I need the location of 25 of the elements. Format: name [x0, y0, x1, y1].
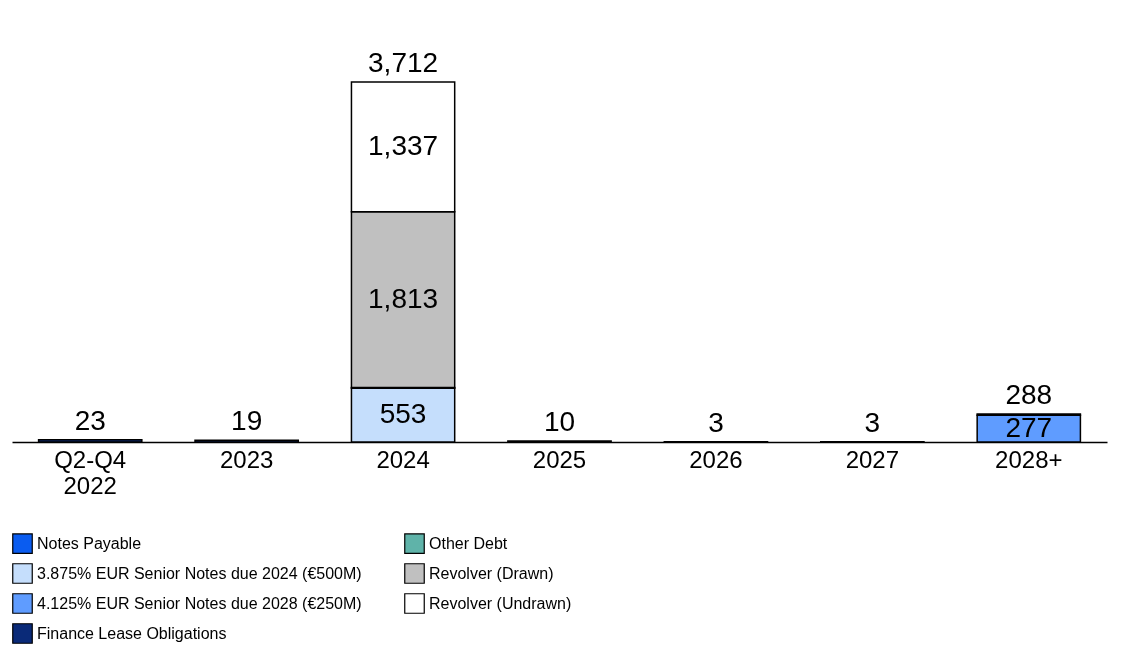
x-tick-label: Q2-Q4 2022 [54, 445, 127, 499]
legend-label: Finance Lease Obligations [37, 624, 227, 642]
total-label: 288 [1005, 379, 1053, 411]
total-label: 19 [231, 405, 263, 437]
x-tick-label: 2023 [219, 445, 274, 473]
x-tick-label: 2024 [376, 445, 430, 473]
total-label: 23 [74, 404, 106, 436]
data-label: 1,337 [368, 129, 439, 161]
legend-label: Revolver (Drawn) [429, 564, 554, 582]
data-label: 553 [379, 398, 427, 430]
total-label: 10 [543, 406, 576, 438]
x-tick-label: 2025 [532, 445, 587, 473]
legend-label: Other Debt [429, 534, 508, 552]
x-tick-label: 2026 [689, 445, 743, 473]
data-label: 1,813 [368, 282, 439, 314]
x-tick-label: 2027 [845, 445, 900, 473]
total-label: 3 [708, 406, 724, 438]
data-label: 277 [1005, 411, 1053, 443]
legend-label: 3.875% EUR Senior Notes due 2024 (€500M) [37, 564, 362, 582]
total-label: 3 [864, 406, 881, 438]
legend-label: Notes Payable [37, 534, 142, 552]
x-tick-label: 2028+ [995, 445, 1063, 473]
legend-label: Revolver (Undrawn) [429, 594, 572, 612]
legend-label: 4.125% EUR Senior Notes due 2028 (€250M) [37, 594, 362, 612]
total-label: 3,712 [368, 47, 439, 78]
